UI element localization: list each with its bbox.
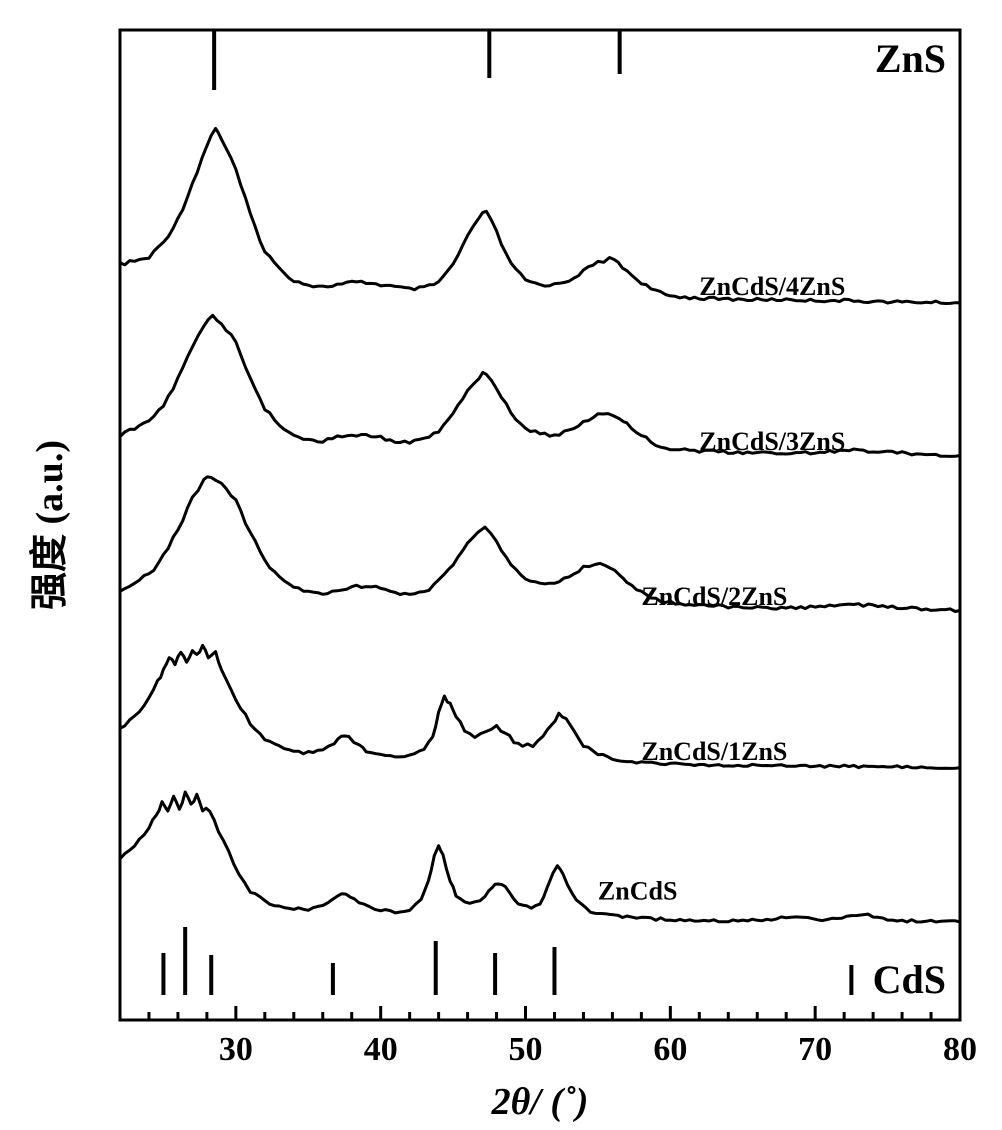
x-tick-label: 60 xyxy=(653,1031,687,1068)
xrd-curve xyxy=(120,477,960,612)
chart-svg: 30 40 50 60 70 80 2θ/ (˚) 强度 (a.u.) ZnS CdS ZnCdS/… xyxy=(0,0,1002,1130)
curve-label: ZnCdS xyxy=(598,877,678,906)
xrd-chart: 30 40 50 60 70 80 2θ/ (˚) 强度 (a.u.) ZnS CdS ZnCdS/… xyxy=(0,0,1002,1130)
xrd-curve xyxy=(120,645,960,768)
curve-label: ZnCdS/1ZnS xyxy=(641,737,787,766)
top-ref-label: ZnS xyxy=(875,36,946,81)
x-tick-label: 40 xyxy=(364,1031,398,1068)
x-tick-label: 70 xyxy=(798,1031,832,1068)
curve-label: ZnCdS/4ZnS xyxy=(699,272,845,301)
x-tick-label: 50 xyxy=(509,1031,543,1068)
x-axis-label: 2θ/ (˚) xyxy=(491,1081,589,1123)
x-tick-label: 80 xyxy=(943,1031,977,1068)
curve-label: ZnCdS/3ZnS xyxy=(699,427,845,456)
y-axis-label: 强度 (a.u.) xyxy=(29,440,71,610)
bottom-ref-label: CdS xyxy=(873,957,946,1002)
x-tick-label: 30 xyxy=(219,1031,253,1068)
xrd-curve xyxy=(120,792,960,922)
curve-label: ZnCdS/2ZnS xyxy=(641,582,787,611)
